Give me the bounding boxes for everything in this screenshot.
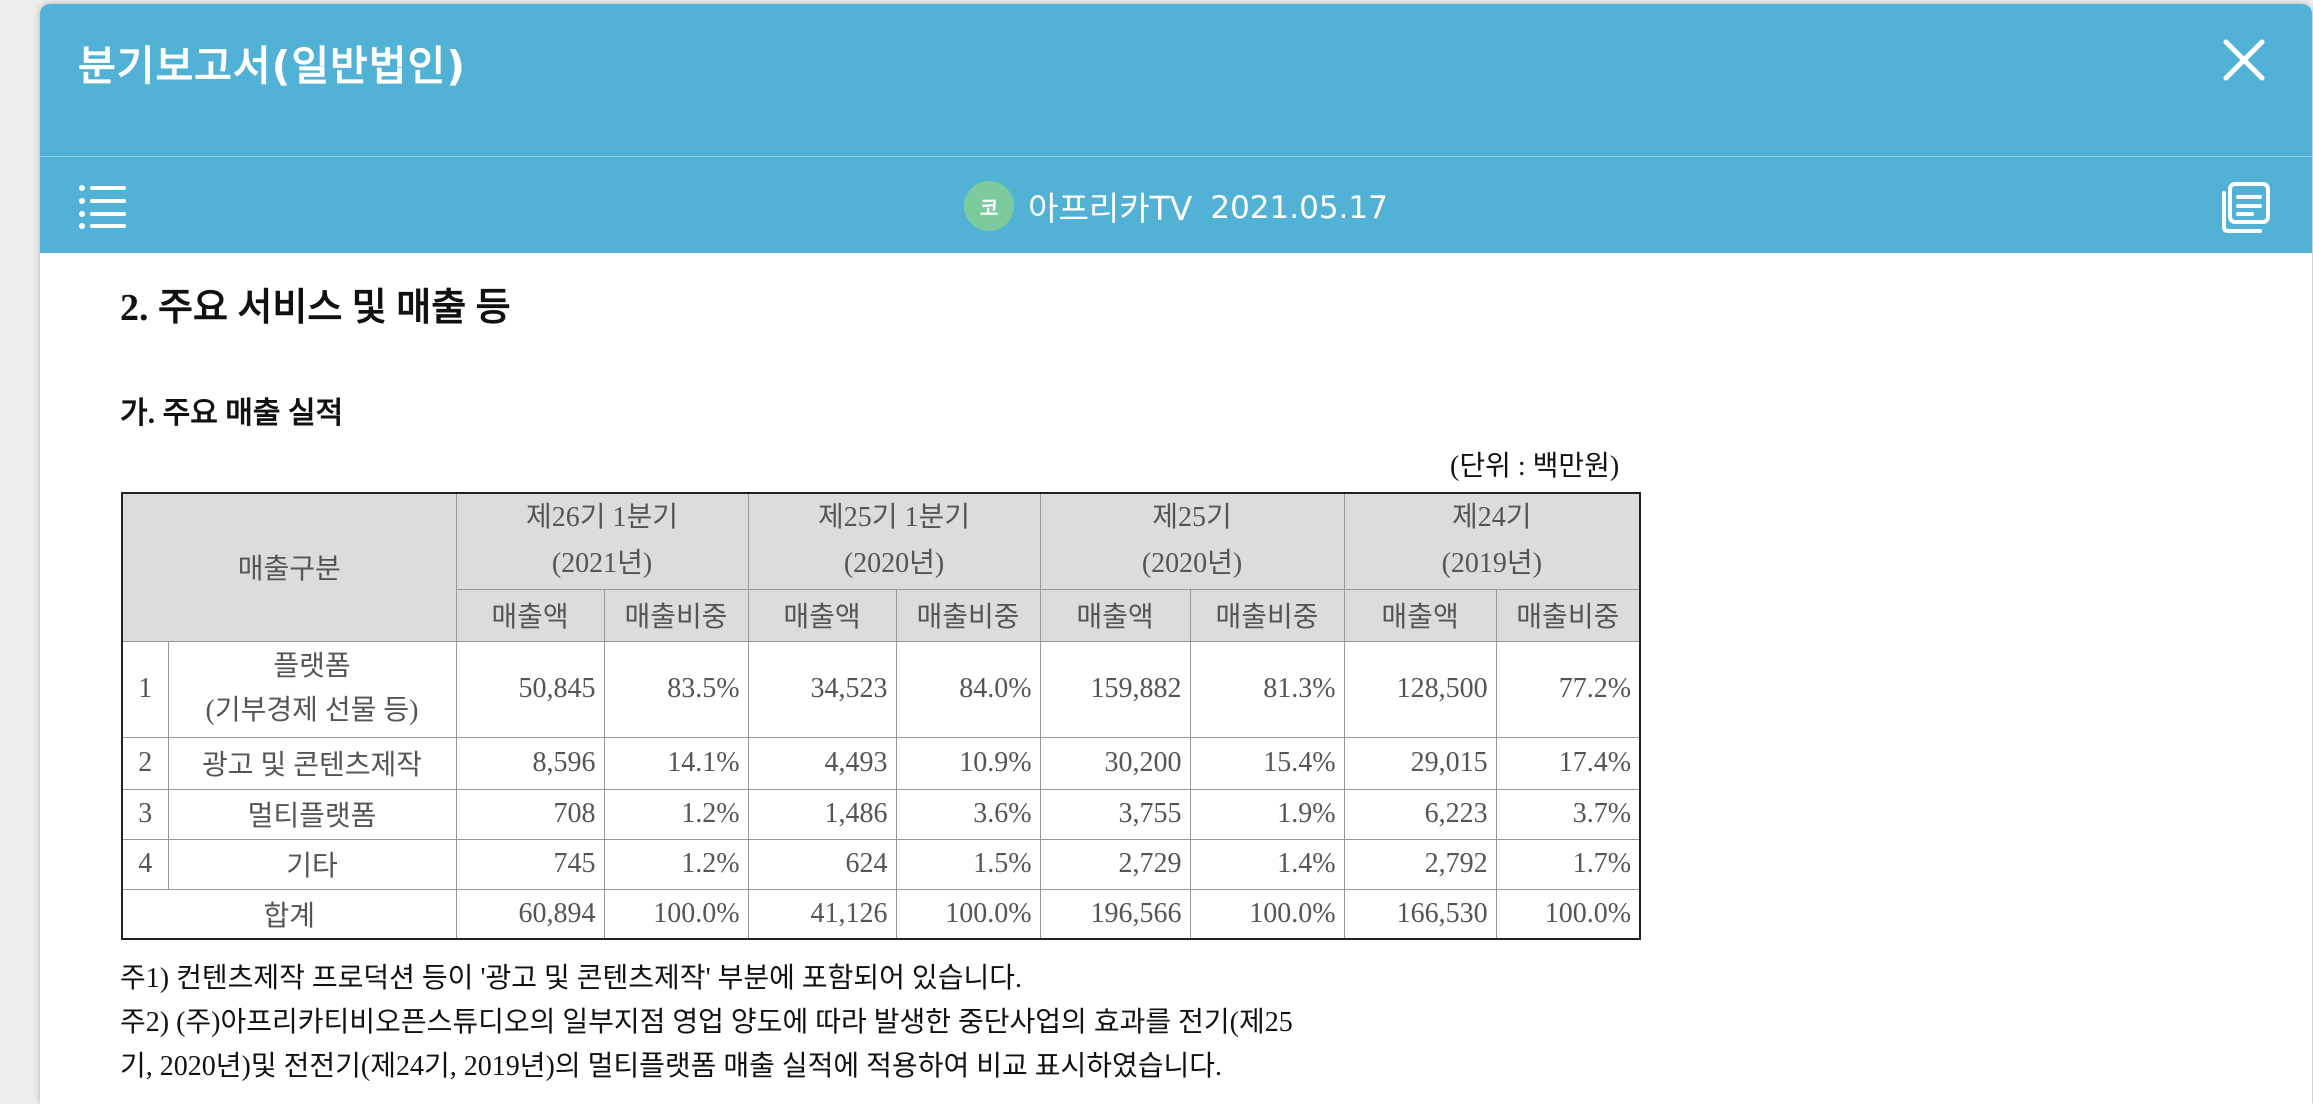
- table-row: 4 기타 745 1.2% 624 1.5% 2,729 1.4% 2,792 …: [121, 838, 1641, 890]
- cell-value: 50,845: [455, 640, 605, 738]
- header-category: 매출구분: [121, 492, 457, 642]
- unit-label: (단위 : 백만원): [1450, 451, 1620, 482]
- header-ratio: 매출비중: [1189, 588, 1345, 642]
- row-number: 3: [121, 788, 169, 840]
- report-date: 2021.05.17: [1210, 190, 1388, 226]
- company-name[interactable]: 아프리카TV: [1028, 189, 1193, 228]
- cell-value: 1.9%: [1189, 788, 1345, 840]
- cell-value: 77.2%: [1495, 640, 1641, 738]
- report-toolbar: 코 아프리카TV 2021.05.17: [40, 156, 2312, 253]
- footnote: 주2) (주)아프리카티비오픈스튜디오의 일부지점 영업 양도에 따라 발생한 …: [120, 1007, 1293, 1038]
- footnote: 기, 2020년)및 전전기(제24기, 2019년)의 멀티플랫폼 매출 실적…: [120, 1051, 1223, 1082]
- close-button[interactable]: [2222, 38, 2266, 82]
- cell-value: 196,566: [1039, 888, 1191, 940]
- cell-value: 708: [455, 788, 605, 840]
- table-row: 2 광고 및 콘텐츠제작 8,596 14.1% 4,493 10.9% 30,…: [121, 736, 1641, 790]
- cell-value: 14.1%: [603, 736, 749, 790]
- cell-value: 100.0%: [1189, 888, 1345, 940]
- table-of-contents-button[interactable]: [78, 183, 126, 229]
- row-number: 4: [121, 838, 169, 890]
- cell-value: 60,894: [455, 888, 605, 940]
- cell-value: 100.0%: [1495, 888, 1641, 940]
- cell-value: 624: [747, 838, 897, 890]
- company-info: 코 아프리카TV 2021.05.17: [40, 181, 2312, 231]
- cell-value: 10.9%: [895, 736, 1041, 790]
- cell-value: 41,126: [747, 888, 897, 940]
- close-icon: [2223, 39, 2265, 81]
- header-ratio: 매출비중: [1495, 588, 1641, 642]
- report-content: 2. 주요 서비스 및 매출 등 가. 주요 매출 실적 (단위 : 백만원) …: [40, 252, 2312, 1104]
- cell-value: 1.5%: [895, 838, 1041, 890]
- cell-value: 81.3%: [1189, 640, 1345, 738]
- row-category: 멀티플랫폼: [167, 788, 457, 840]
- cell-value: 159,882: [1039, 640, 1191, 738]
- report-title: 분기보고서(일반법인): [78, 42, 466, 90]
- cell-value: 2,729: [1039, 838, 1191, 890]
- header-amount: 매출액: [1343, 588, 1497, 642]
- cell-value: 34,523: [747, 640, 897, 738]
- title-bar: 분기보고서(일반법인): [40, 4, 2312, 156]
- cell-value: 3.7%: [1495, 788, 1641, 840]
- cell-value: 29,015: [1343, 736, 1497, 790]
- table-row: 3 멀티플랫폼 708 1.2% 1,486 3.6% 3,755 1.9% 6…: [121, 788, 1641, 840]
- header-ratio: 매출비중: [895, 588, 1041, 642]
- cell-value: 100.0%: [895, 888, 1041, 940]
- cell-value: 1.7%: [1495, 838, 1641, 890]
- header-period: 제26기 1분기 (2021년): [455, 492, 749, 590]
- header-amount: 매출액: [1039, 588, 1191, 642]
- header-ratio: 매출비중: [603, 588, 749, 642]
- header-period: 제25기 1분기 (2020년): [747, 492, 1041, 590]
- cell-value: 15.4%: [1189, 736, 1345, 790]
- cell-value: 30,200: [1039, 736, 1191, 790]
- document-list-button[interactable]: [2216, 181, 2272, 235]
- header-period: 제25기 (2020년): [1039, 492, 1345, 590]
- total-label: 합계: [121, 888, 457, 940]
- report-viewer-panel: 분기보고서(일반법인) 코 아프리카TV 2021.05.17: [40, 4, 2312, 1104]
- cell-value: 6,223: [1343, 788, 1497, 840]
- cell-value: 3.6%: [895, 788, 1041, 840]
- cell-value: 2,792: [1343, 838, 1497, 890]
- section-title: 2. 주요 서비스 및 매출 등: [120, 287, 511, 329]
- subsection-title: 가. 주요 매출 실적: [120, 397, 344, 430]
- row-category: 기타: [167, 838, 457, 890]
- row-category: 플랫폼 (기부경제 선물 등): [167, 640, 457, 738]
- row-number: 1: [121, 640, 169, 738]
- sales-table: 매출구분 제26기 1분기 (2021년) 제25기 1분기 (2020년) 제25…: [121, 492, 1642, 940]
- cell-value: 745: [455, 838, 605, 890]
- documents-icon: [2222, 182, 2270, 233]
- cell-value: 1.2%: [603, 838, 749, 890]
- row-number: 2: [121, 736, 169, 790]
- cell-value: 3,755: [1039, 788, 1191, 840]
- cell-value: 4,493: [747, 736, 897, 790]
- cell-value: 8,596: [455, 736, 605, 790]
- cell-value: 1,486: [747, 788, 897, 840]
- header-period: 제24기 (2019년): [1343, 492, 1641, 590]
- cell-value: 17.4%: [1495, 736, 1641, 790]
- list-icon: [79, 185, 126, 229]
- row-category: 광고 및 콘텐츠제작: [167, 736, 457, 790]
- cell-value: 100.0%: [603, 888, 749, 940]
- header-amount: 매출액: [747, 588, 897, 642]
- header-amount: 매출액: [455, 588, 605, 642]
- table-row: 1 플랫폼 (기부경제 선물 등) 50,845 83.5% 34,523 84.…: [121, 640, 1641, 738]
- company-avatar: 코: [964, 181, 1015, 231]
- cell-value: 83.5%: [603, 640, 749, 738]
- cell-value: 1.2%: [603, 788, 749, 840]
- cell-value: 84.0%: [895, 640, 1041, 738]
- footnote: 주1) 컨텐츠제작 프로덕션 등이 '광고 및 콘텐츠제작' 부분에 포함되어 …: [120, 963, 1022, 994]
- cell-value: 166,530: [1343, 888, 1497, 940]
- cell-value: 1.4%: [1189, 838, 1345, 890]
- cell-value: 128,500: [1343, 640, 1497, 738]
- total-row: 합계 60,894 100.0% 41,126 100.0% 196,566 1…: [121, 888, 1641, 940]
